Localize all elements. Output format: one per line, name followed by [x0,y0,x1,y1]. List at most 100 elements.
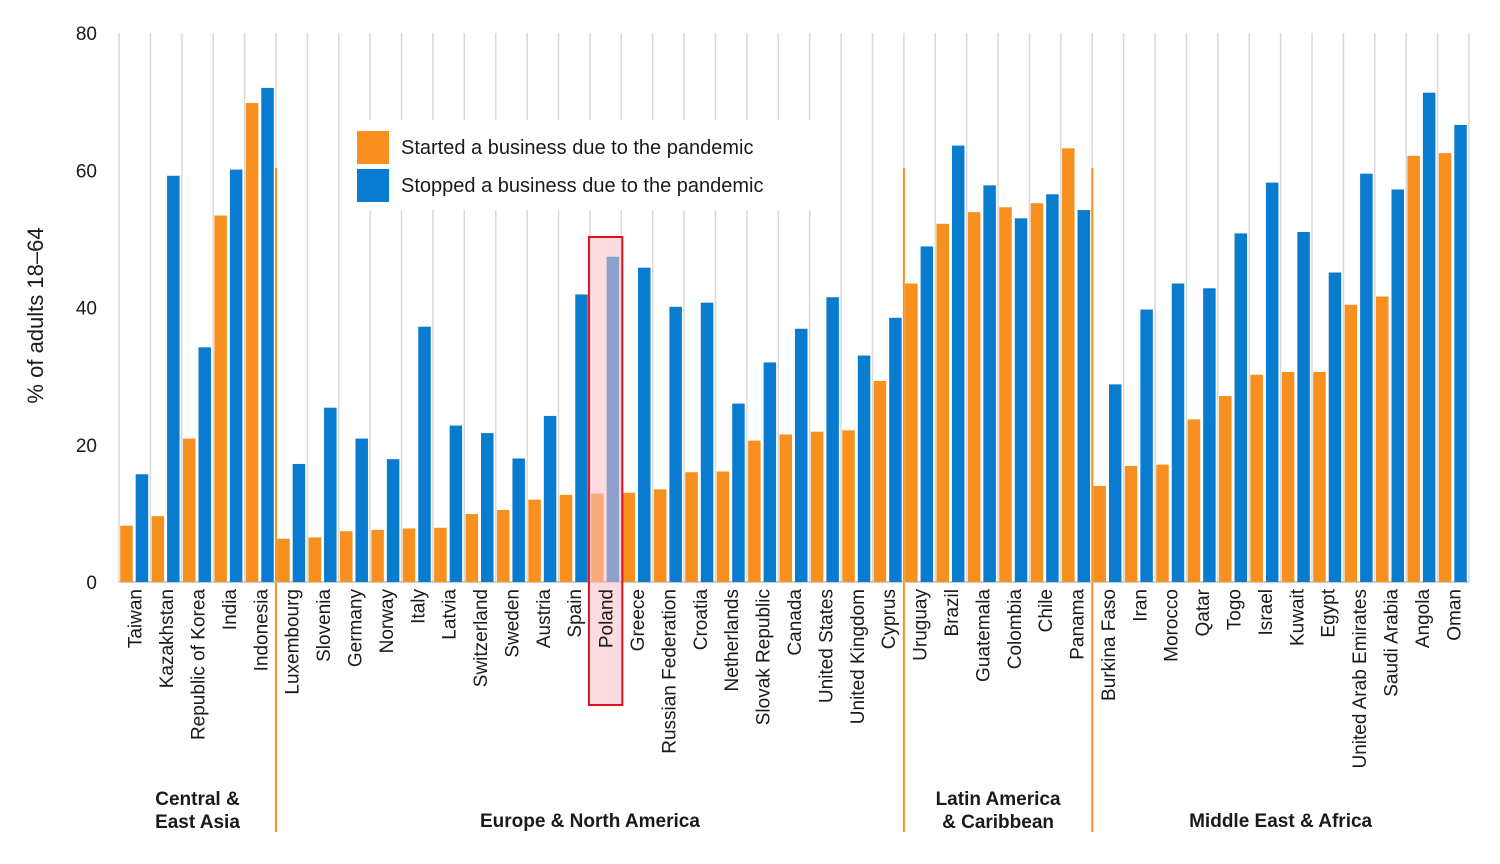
bar-started [1124,466,1138,582]
bar-started [559,494,573,582]
bar-started [842,430,855,582]
x-tick-label: Oman [1444,589,1465,641]
bar-stopped [198,347,211,582]
x-tick-label: Croatia [691,589,712,651]
region-label: Europe & North America [480,811,700,832]
bar-stopped [1265,182,1279,583]
y-tick-label: 60 [76,161,97,182]
region-label: Middle East & Africa [1189,811,1372,832]
bar-stopped [261,87,274,583]
region-labels: Central & East Asia Europe & North America… [155,789,1372,833]
bar-started [999,207,1012,582]
bar-started [371,529,384,582]
bar-started [1281,372,1295,582]
bar-stopped [1297,232,1310,582]
x-tick-label: Sweden [502,589,523,658]
bar-stopped [669,306,682,582]
bar-stopped [575,294,588,582]
x-tick-label: Kuwait [1287,588,1308,646]
bar-started [1030,203,1044,582]
bar-stopped [1077,210,1091,583]
bar-started [1219,396,1232,582]
x-tick-label: Canada [785,589,806,656]
bar-stopped [700,302,714,582]
bar-started [1062,148,1075,583]
bar-stopped [826,297,839,582]
x-tick-label: Spain [565,589,586,638]
bar-stopped [418,326,431,582]
bar-started [967,212,981,582]
bar-started [245,102,259,582]
x-tick-label: Cyprus [879,589,900,649]
bar-started [528,499,541,582]
bar-stopped [857,355,871,582]
bar-stopped [1391,189,1405,582]
x-tick-label: Israel [1256,589,1277,635]
x-tick-label: Qatar [1193,588,1214,636]
bar-stopped [1171,283,1185,582]
region-label: Central & East Asia [155,789,240,833]
x-tick-label: Netherlands [722,589,743,691]
x-tick-label: Austria [534,589,555,649]
bar-stopped [481,433,494,582]
bar-started [402,528,416,582]
bar-started [308,537,322,582]
highlight-rectangle [587,236,624,706]
bar-stopped [1234,233,1248,582]
x-tick-label: Luxembourg [283,589,304,695]
highlight-box [587,236,624,706]
bar-started [1313,372,1326,582]
bar-started [1250,374,1263,582]
x-tick-label: Morocco [1162,589,1183,662]
bar-stopped [1108,384,1122,582]
bar-stopped [512,458,525,582]
bar-stopped [355,438,368,582]
bar-stopped [1203,288,1216,582]
x-tick-label: Republic of Korea [188,589,209,740]
bar-stopped [920,246,934,582]
bar-stopped [167,175,180,583]
bar-stopped [324,407,337,582]
x-tick-label: Brazil [942,589,963,637]
x-tick-label: India [220,589,241,631]
bar-started [339,531,353,582]
bar-started [716,471,730,582]
x-tick-label: Poland [597,589,618,648]
legend: Started a business due to the pandemic St… [347,120,817,210]
bar-started [120,525,133,582]
bar-stopped [1454,124,1467,583]
legend-swatch [357,169,389,202]
bar-started [434,527,447,582]
legend-label: Stopped a business due to the pandemic [401,175,763,197]
x-tick-label: Guatemala [973,589,994,682]
x-tick-label: Switzerland [471,589,492,687]
x-tick-label: Burkina Faso [1099,589,1120,701]
x-tick-label: Panama [1068,589,1089,660]
legend-background [347,120,817,210]
bar-started [653,489,667,582]
x-tick-label: Iran [1130,589,1151,622]
bar-stopped [889,317,902,582]
y-tick-label: 0 [86,573,97,594]
legend-swatch [357,131,389,164]
x-tick-label: Uruguay [911,589,932,661]
bar-started [905,283,918,582]
bar-started [465,514,479,582]
bar-stopped [638,267,651,582]
bar-stopped [795,328,808,582]
y-axis-title: % of adults 18–64 [23,227,48,403]
bar-started [1187,419,1201,582]
bar-started [214,215,227,583]
bar-started [1438,153,1452,582]
bar-started [748,440,761,582]
bar-stopped [1046,194,1059,583]
bar-stopped [386,459,400,582]
bar-started [151,516,165,582]
x-tick-label: Egypt [1319,588,1340,637]
x-tick-label: Colombia [1005,589,1026,670]
bar-started [873,380,887,582]
x-tick-label: Angola [1413,589,1434,649]
x-tick-label: Slovak Republic [754,589,775,725]
bar-stopped [135,474,149,582]
